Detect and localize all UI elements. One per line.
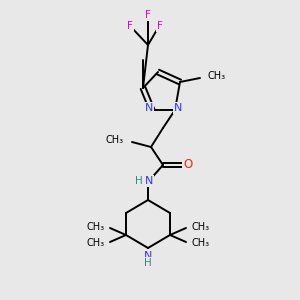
Text: CH₃: CH₃ xyxy=(106,135,124,145)
Text: CH₃: CH₃ xyxy=(191,222,209,232)
Text: F: F xyxy=(127,21,133,31)
Text: F: F xyxy=(157,21,163,31)
Text: N: N xyxy=(145,103,153,113)
Text: CH₃: CH₃ xyxy=(87,238,105,248)
Text: CH₃: CH₃ xyxy=(191,238,209,248)
Text: H: H xyxy=(135,176,143,186)
Text: O: O xyxy=(183,158,193,172)
Text: CH₃: CH₃ xyxy=(87,222,105,232)
Text: H: H xyxy=(144,258,152,268)
Text: F: F xyxy=(145,10,151,20)
Text: CH₃: CH₃ xyxy=(208,71,226,81)
Text: N: N xyxy=(145,176,153,186)
Text: N: N xyxy=(144,251,152,261)
Text: N: N xyxy=(174,103,182,113)
